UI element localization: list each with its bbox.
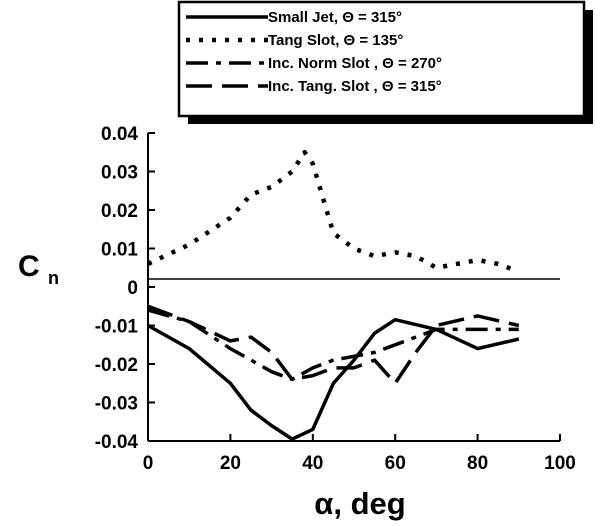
legend-label: Tang Slot, Θ = 135°: [268, 32, 403, 49]
x-tick-label: 20: [220, 453, 241, 474]
y-tick-label: 0.02: [101, 201, 138, 222]
y-tick-label: 0.04: [101, 124, 138, 145]
legend-label: Inc. Norm Slot , Θ = 270°: [268, 55, 442, 72]
series-line-solid: [147, 317, 520, 441]
x-tick-label: 0: [143, 453, 154, 474]
plot-area: 0.040.030.020.010-0.01-0.02-0.03-0.040 20…: [95, 124, 576, 474]
legend: Small Jet, Θ = 315° Tang Slot, Θ = 135° In…: [177, 0, 593, 124]
y-tick-label: -0.01: [95, 317, 139, 338]
series-line-longdash: [147, 304, 520, 386]
x-tick-label: 80: [467, 453, 488, 474]
y-axis-title-main: C: [18, 250, 40, 283]
y-tick-label: -0.02: [95, 355, 138, 376]
y-tick-label: 0.03: [101, 163, 138, 184]
y-axis-title: C n: [18, 250, 59, 288]
series-line-dotted: [147, 149, 520, 274]
x-tick-label: 60: [385, 453, 406, 474]
legend-label: Small Jet, Θ = 315°: [268, 9, 402, 26]
y-tick-label: 0: [127, 278, 138, 299]
x-tick-label: 40: [302, 453, 323, 474]
y-axis-title-subscript: n: [48, 268, 59, 288]
y-tick-label: -0.03: [95, 394, 138, 415]
y-tick-label: -0.04: [95, 432, 139, 453]
x-axis-title: α, deg: [314, 486, 405, 521]
legend-box: [177, 0, 586, 118]
y-tick-label: 0.01: [101, 240, 138, 261]
x-tick-label: 100: [544, 453, 576, 474]
legend-label: Inc. Tang. Slot , Θ = 315°: [268, 78, 442, 95]
